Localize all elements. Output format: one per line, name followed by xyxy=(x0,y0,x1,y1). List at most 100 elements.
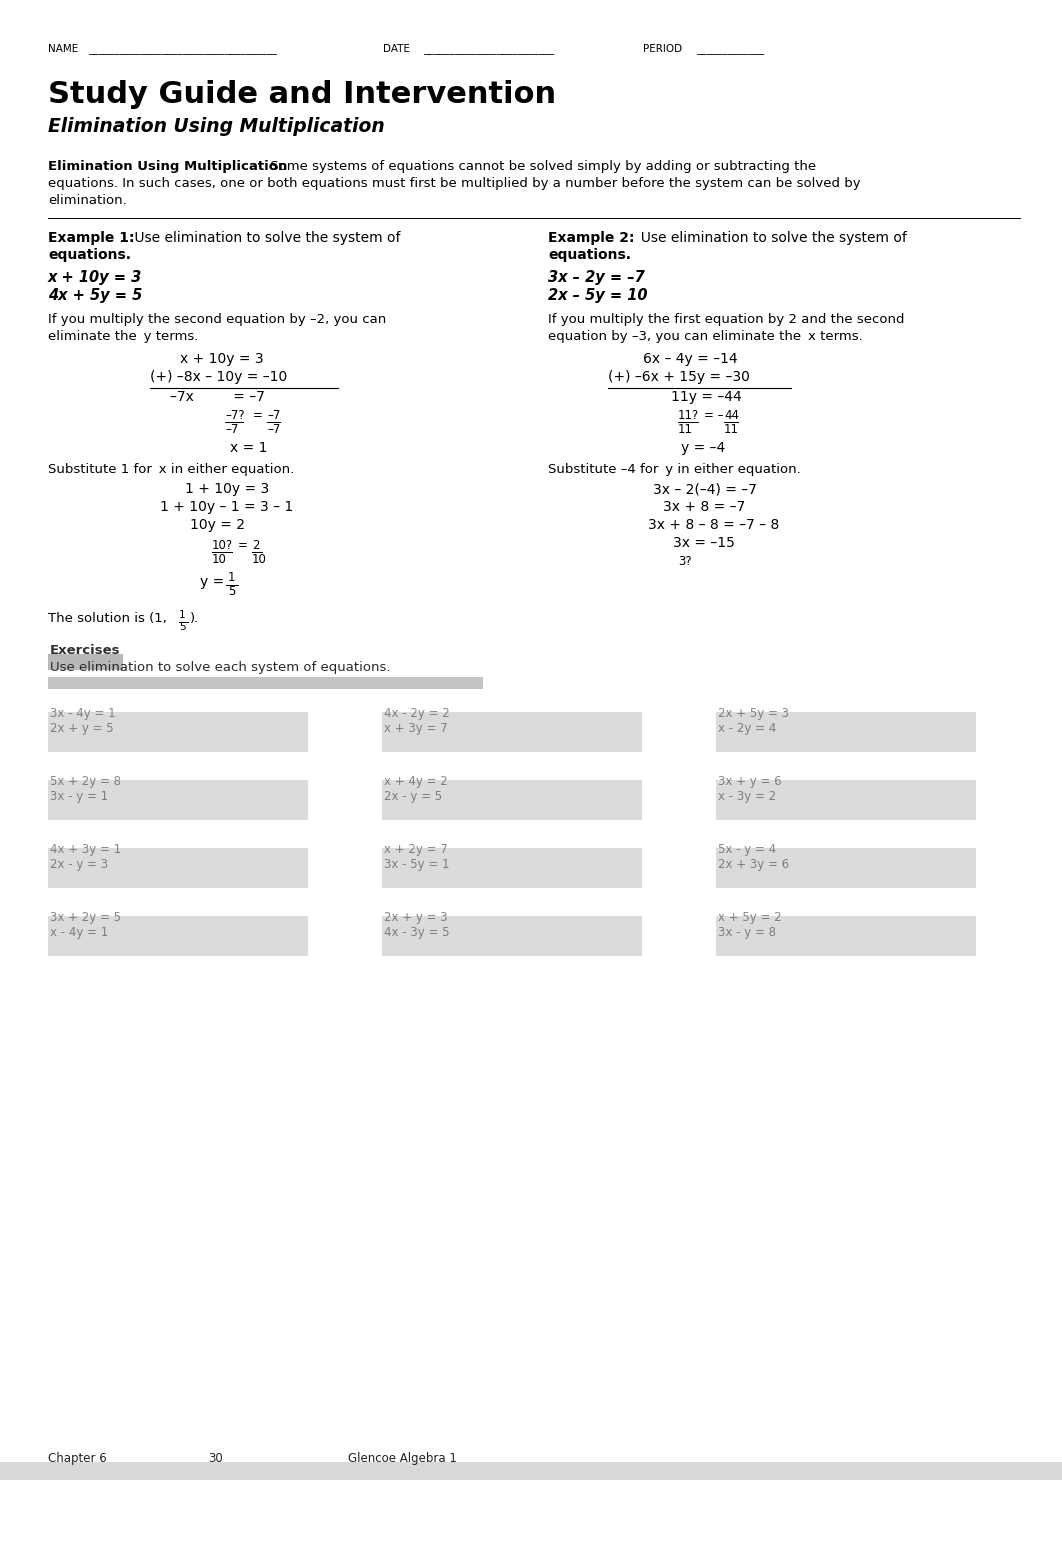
Bar xyxy=(382,712,643,752)
Text: Example 1:: Example 1: xyxy=(48,231,135,245)
Text: ____________________________________: ____________________________________ xyxy=(88,45,277,55)
Text: 5: 5 xyxy=(179,623,186,632)
Text: =: = xyxy=(238,539,247,552)
Text: x - 4y = 1: x - 4y = 1 xyxy=(50,926,108,938)
Text: NAME: NAME xyxy=(48,45,79,54)
Bar xyxy=(48,915,308,955)
Text: PERIOD: PERIOD xyxy=(643,45,682,54)
Bar xyxy=(48,848,308,888)
Bar xyxy=(48,653,123,670)
Text: 3x – 2y = –7: 3x – 2y = –7 xyxy=(548,270,645,285)
Text: 3x + 8 – 8 = –7 – 8: 3x + 8 – 8 = –7 – 8 xyxy=(648,518,780,532)
Text: Study Guide and Intervention: Study Guide and Intervention xyxy=(48,80,556,109)
Text: 10: 10 xyxy=(252,553,267,566)
Bar xyxy=(382,780,643,820)
Text: x + 5y = 2: x + 5y = 2 xyxy=(718,911,782,925)
Text: equation by –3, you can eliminate the  x terms.: equation by –3, you can eliminate the x … xyxy=(548,330,862,344)
Text: –7: –7 xyxy=(225,422,238,436)
Text: 1: 1 xyxy=(228,572,236,584)
Text: 4x + 3y = 1: 4x + 3y = 1 xyxy=(50,843,121,855)
Text: Elimination Using Multiplication: Elimination Using Multiplication xyxy=(48,160,288,173)
Text: (+) –8x – 10y = –10: (+) –8x – 10y = –10 xyxy=(150,370,287,384)
Text: –7x         = –7: –7x = –7 xyxy=(170,390,264,404)
Text: x + 3y = 7: x + 3y = 7 xyxy=(384,723,447,735)
Text: 44: 44 xyxy=(724,408,739,422)
Text: _____________: _____________ xyxy=(696,45,765,55)
Bar xyxy=(716,848,976,888)
Text: 3x - 5y = 1: 3x - 5y = 1 xyxy=(384,858,449,871)
Bar xyxy=(48,712,308,752)
Text: 2x - y = 3: 2x - y = 3 xyxy=(50,858,108,871)
Bar xyxy=(716,780,976,820)
Text: Some systems of equations cannot be solved simply by adding or subtracting the: Some systems of equations cannot be solv… xyxy=(266,160,816,173)
Text: DATE: DATE xyxy=(383,45,410,54)
Text: 4x - 2y = 2: 4x - 2y = 2 xyxy=(384,707,449,720)
Text: 2x + 3y = 6: 2x + 3y = 6 xyxy=(718,858,789,871)
Text: = –: = – xyxy=(704,408,723,422)
Text: 3x - y = 8: 3x - y = 8 xyxy=(718,926,776,938)
Text: 5x + 2y = 8: 5x + 2y = 8 xyxy=(50,775,121,787)
Text: x + 10y = 3: x + 10y = 3 xyxy=(48,270,142,285)
Text: 11y = –44: 11y = –44 xyxy=(671,390,741,404)
Text: elimination.: elimination. xyxy=(48,194,126,206)
Text: 3x + y = 6: 3x + y = 6 xyxy=(718,775,782,787)
Text: y = –4: y = –4 xyxy=(681,441,725,455)
Bar xyxy=(382,848,643,888)
Text: 1 + 10y – 1 = 3 – 1: 1 + 10y – 1 = 3 – 1 xyxy=(160,499,293,515)
Text: 2x + y = 5: 2x + y = 5 xyxy=(50,723,114,735)
Text: x = 1: x = 1 xyxy=(230,441,268,455)
Text: 1 + 10y = 3: 1 + 10y = 3 xyxy=(185,482,270,496)
Text: ).: ). xyxy=(190,612,200,626)
Text: 3x - 4y = 1: 3x - 4y = 1 xyxy=(50,707,116,720)
Text: equations. In such cases, one or both equations must first be multiplied by a nu: equations. In such cases, one or both eq… xyxy=(48,177,860,190)
Text: Substitute –4 for  y in either equation.: Substitute –4 for y in either equation. xyxy=(548,462,801,476)
Text: equations.: equations. xyxy=(548,248,631,262)
Text: The solution is (1,: The solution is (1, xyxy=(48,612,167,626)
Text: 3?: 3? xyxy=(678,555,691,569)
Text: 30: 30 xyxy=(208,1452,223,1465)
Text: eliminate the  y terms.: eliminate the y terms. xyxy=(48,330,199,344)
Text: =: = xyxy=(253,408,263,422)
Bar xyxy=(48,780,308,820)
Text: x - 2y = 4: x - 2y = 4 xyxy=(718,723,776,735)
Text: Use elimination to solve each system of equations.: Use elimination to solve each system of … xyxy=(50,661,391,673)
Text: 5: 5 xyxy=(228,586,236,598)
Text: Use elimination to solve the system of: Use elimination to solve the system of xyxy=(130,231,400,245)
Text: 3x – 2(–4) = –7: 3x – 2(–4) = –7 xyxy=(653,482,757,496)
Text: 11: 11 xyxy=(678,422,693,436)
Text: 3x + 2y = 5: 3x + 2y = 5 xyxy=(50,911,121,925)
Text: 2x - y = 5: 2x - y = 5 xyxy=(384,791,442,803)
Text: equations.: equations. xyxy=(48,248,131,262)
Text: 1: 1 xyxy=(179,610,186,619)
Text: 2: 2 xyxy=(252,539,259,552)
Text: 10y = 2: 10y = 2 xyxy=(190,518,245,532)
Text: Substitute 1 for  x in either equation.: Substitute 1 for x in either equation. xyxy=(48,462,294,476)
Bar xyxy=(716,915,976,955)
Text: 3x + 8 = –7: 3x + 8 = –7 xyxy=(663,499,746,515)
Text: 6x – 4y = –14: 6x – 4y = –14 xyxy=(643,351,738,367)
Text: 11?: 11? xyxy=(678,408,699,422)
Text: _________________________: _________________________ xyxy=(423,45,554,55)
Text: Example 2:: Example 2: xyxy=(548,231,634,245)
Text: 4x - 3y = 5: 4x - 3y = 5 xyxy=(384,926,449,938)
Text: –7: –7 xyxy=(267,422,280,436)
Bar xyxy=(48,676,483,689)
Bar xyxy=(0,1462,1062,1479)
Text: 10: 10 xyxy=(212,553,227,566)
Text: x + 4y = 2: x + 4y = 2 xyxy=(384,775,448,787)
Text: (+) –6x + 15y = –30: (+) –6x + 15y = –30 xyxy=(609,370,750,384)
Text: –7: –7 xyxy=(267,408,280,422)
Text: Elimination Using Multiplication: Elimination Using Multiplication xyxy=(48,117,384,136)
Bar xyxy=(716,712,976,752)
Text: 3x - y = 1: 3x - y = 1 xyxy=(50,791,108,803)
Text: If you multiply the second equation by –2, you can: If you multiply the second equation by –… xyxy=(48,313,387,327)
Text: x - 3y = 2: x - 3y = 2 xyxy=(718,791,776,803)
Text: 2x + y = 3: 2x + y = 3 xyxy=(384,911,447,925)
Text: 3x = –15: 3x = –15 xyxy=(673,536,735,550)
Text: x + 2y = 7: x + 2y = 7 xyxy=(384,843,448,855)
Text: Use elimination to solve the system of: Use elimination to solve the system of xyxy=(632,231,907,245)
Text: 5x - y = 4: 5x - y = 4 xyxy=(718,843,776,855)
Text: Glencoe Algebra 1: Glencoe Algebra 1 xyxy=(348,1452,457,1465)
Text: x + 10y = 3: x + 10y = 3 xyxy=(179,351,263,367)
Text: 2x + 5y = 3: 2x + 5y = 3 xyxy=(718,707,789,720)
